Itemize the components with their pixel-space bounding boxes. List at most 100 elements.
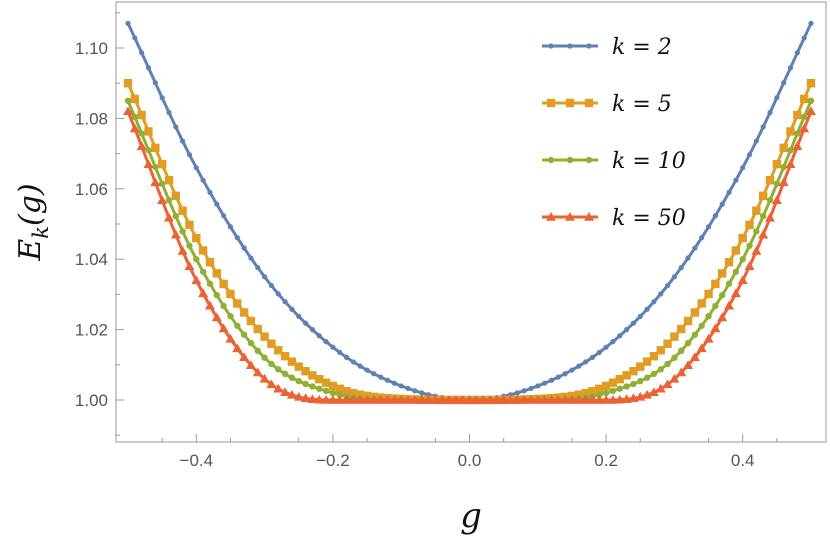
data-point (129, 123, 140, 133)
data-point (144, 127, 153, 136)
data-point (649, 351, 659, 361)
data-point (204, 300, 215, 310)
data-point (218, 323, 229, 333)
data-point (800, 113, 808, 121)
data-point (799, 94, 809, 104)
data-point (172, 212, 180, 220)
data-point (371, 371, 377, 377)
data-point (801, 35, 807, 41)
legend-marker (566, 156, 574, 164)
data-point (596, 349, 602, 356)
data-point (758, 191, 768, 200)
data-point (603, 344, 609, 350)
data-point (532, 395, 543, 404)
data-point (170, 229, 181, 239)
data-point (123, 106, 133, 116)
data-point (794, 50, 800, 56)
legend-marker (584, 98, 594, 108)
data-point (138, 130, 145, 137)
data-point (650, 370, 658, 378)
data-point (663, 339, 672, 348)
data-point (275, 291, 281, 297)
data-point (151, 143, 160, 153)
data-point (642, 389, 653, 399)
x-axis: −0.4 −0.2 0.0 0.2 0.4 (161, 434, 778, 470)
data-point (676, 367, 687, 377)
data-point (152, 80, 158, 86)
data-point (171, 191, 181, 200)
data-point (690, 308, 700, 317)
data-point (300, 393, 311, 403)
data-point (294, 362, 303, 371)
data-point (136, 141, 147, 151)
data-point (260, 332, 269, 341)
data-point (781, 80, 787, 86)
legend-label: k = 5 (612, 92, 672, 117)
data-point (644, 306, 650, 312)
data-point (430, 395, 441, 404)
data-point (416, 395, 427, 404)
data-point (177, 246, 188, 255)
data-point (555, 374, 561, 380)
data-point (145, 65, 152, 71)
data-point (648, 387, 659, 396)
data-point (807, 97, 815, 105)
data-point (464, 395, 475, 404)
data-point (778, 177, 789, 187)
data-point (752, 206, 761, 215)
data-point (280, 351, 290, 361)
data-point (280, 387, 291, 396)
data-point (391, 380, 397, 386)
data-point (205, 257, 215, 267)
data-point (689, 352, 700, 361)
data-point (806, 79, 816, 88)
data-point (259, 373, 270, 383)
data-point (636, 362, 645, 371)
data-point (576, 363, 582, 369)
data-point (267, 339, 276, 348)
data-point (219, 279, 228, 289)
data-point (521, 388, 527, 394)
data-point (623, 327, 630, 333)
data-point (512, 395, 523, 404)
data-point (457, 395, 468, 404)
data-point (193, 165, 199, 171)
data-point (336, 391, 343, 399)
legend-label: k = 50 (612, 206, 686, 231)
data-point (771, 195, 782, 204)
data-point (525, 395, 536, 404)
legend-marker (548, 43, 554, 49)
data-point (637, 313, 643, 319)
data-point (491, 395, 502, 404)
data-point (664, 282, 671, 289)
legend-marker (546, 212, 556, 221)
data-point (247, 339, 255, 347)
data-point (623, 383, 630, 390)
data-point (724, 257, 734, 267)
data-point (192, 233, 201, 243)
x-tick-label: −0.4 (180, 451, 214, 470)
data-point (316, 333, 322, 339)
data-point (806, 106, 816, 116)
data-point (330, 344, 336, 350)
series-line (126, 22, 813, 402)
data-point (409, 395, 420, 404)
data-point (220, 302, 227, 310)
data-point (152, 163, 159, 171)
data-point (348, 395, 359, 404)
data-point (642, 357, 652, 366)
data-point (302, 320, 309, 326)
data-point (281, 370, 289, 378)
data-point (712, 213, 718, 219)
data-point (539, 395, 550, 404)
data-point (289, 306, 295, 312)
data-point (498, 395, 509, 404)
data-point (185, 220, 194, 230)
data-point (143, 159, 154, 169)
data-point (684, 339, 692, 347)
data-point (252, 367, 263, 377)
data-point (193, 256, 200, 263)
data-point (362, 395, 373, 404)
data-point (384, 377, 391, 383)
data-point (774, 95, 780, 101)
